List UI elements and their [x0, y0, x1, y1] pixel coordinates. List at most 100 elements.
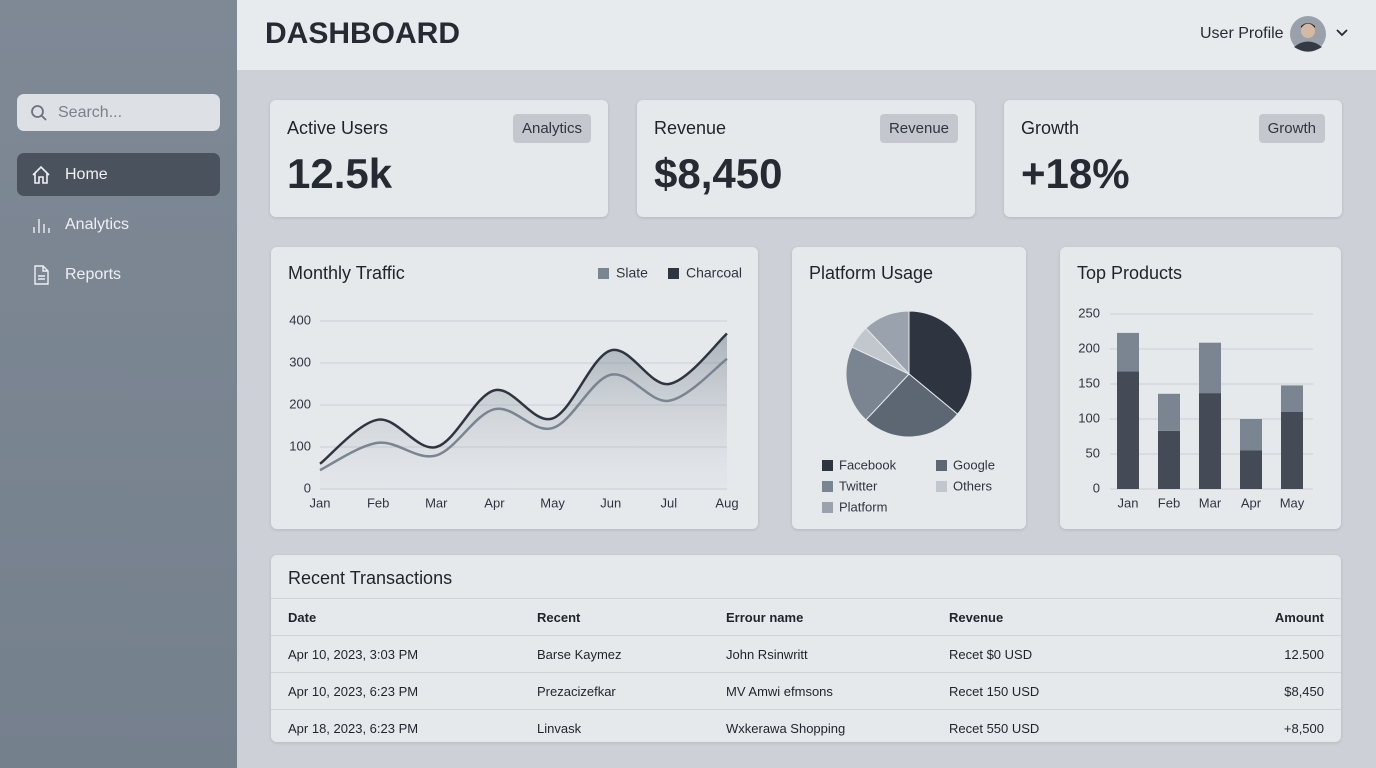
bar-segment: [1117, 371, 1139, 489]
chart-card: Monthly Traffic 0 100 200 300 400 Jan Feb Mar Apr…: [271, 247, 758, 529]
table-cell: Prezacizefkar: [520, 672, 709, 710]
line: [319, 332, 728, 465]
card-label: Revenue: [654, 118, 727, 138]
search-placeholder: Search...: [58, 104, 123, 121]
y-tick-label: 200: [289, 396, 311, 411]
table-row[interactable]: Apr 10, 2023, 3:03 PM Barse Kaymez John Rs…: [271, 635, 1341, 673]
y-tick-label: 400: [289, 312, 311, 327]
x-tick-label: May: [1280, 495, 1305, 510]
column-header: Date: [271, 598, 520, 636]
avatar[interactable]: [1289, 16, 1329, 54]
sidebar: Search... Home Analytics Reports: [0, 0, 237, 768]
table-cell: $8,450: [1112, 672, 1341, 710]
legend-swatch: [822, 460, 833, 471]
nav-icon: [33, 219, 50, 233]
search-box[interactable]: Search...: [17, 94, 220, 131]
legend-label: Google: [953, 457, 995, 472]
table-cell: MV Amwi efmsons: [709, 672, 932, 710]
table-cell: Apr 18, 2023, 6:23 PM: [271, 709, 520, 747]
table-row[interactable]: Apr 10, 2023, 6:23 PM Prezacizefkar MV Amw…: [271, 672, 1341, 710]
legend-swatch: [822, 481, 833, 492]
header-row: Date Recent Errour name Revenue Amount: [271, 598, 1341, 636]
table-cell: Wxkerawa Shopping: [709, 709, 932, 747]
card-badge: Revenue: [879, 114, 958, 143]
line: [319, 357, 728, 472]
chart-title: Platform Usage: [809, 263, 933, 283]
area: [320, 333, 727, 489]
table-cell: Recet $0 USD: [932, 635, 1112, 673]
y-tick-label: 200: [1078, 340, 1100, 355]
bar-segment: [1199, 342, 1221, 394]
x-tick-label: Mar: [425, 495, 448, 510]
table-cell: Recet 150 USD: [932, 672, 1112, 710]
chart-card: Platform Usage Facebook Google Twitter Other…: [792, 247, 1026, 529]
table-title: Recent Transactions: [288, 568, 453, 588]
table-row[interactable]: Apr 18, 2023, 6:23 PM Linvask Wxkerawa Sho…: [271, 709, 1341, 747]
bar-segment: [1117, 332, 1139, 372]
nav-icon: [32, 165, 50, 184]
bar-segment: [1158, 393, 1180, 431]
table-cell: John Rsinwritt: [709, 635, 932, 673]
nav-label: Home: [65, 166, 108, 183]
pie-slice: [908, 310, 973, 415]
chart: Platform Usage Facebook Google Twitter Other…: [809, 263, 995, 515]
x-tick-label: Feb: [1158, 495, 1180, 510]
user-profile[interactable]: User Profile: [1200, 25, 1284, 42]
table-cell: Linvask: [520, 709, 709, 747]
legend-swatch: [822, 502, 833, 513]
x-tick-label: Apr: [1241, 495, 1262, 510]
column-header: Amount: [1112, 598, 1341, 636]
x-tick-label: Apr: [484, 495, 505, 510]
bar-segment: [1281, 385, 1303, 412]
table-cell: +8,500: [1112, 709, 1341, 747]
y-tick-label: 50: [1086, 445, 1100, 460]
y-tick-label: 100: [1078, 410, 1100, 425]
table-cell: Recet 550 USD: [932, 709, 1112, 747]
pie-slice: [845, 346, 910, 421]
nav-icon: [34, 265, 49, 285]
bar-segment: [1281, 412, 1303, 489]
y-tick-label: 0: [1093, 480, 1100, 495]
pie-slice: [865, 310, 910, 376]
table-cell: Apr 10, 2023, 3:03 PM: [271, 635, 520, 673]
dropdown-icon[interactable]: [1335, 28, 1349, 38]
y-tick-label: 300: [289, 354, 311, 369]
bar-segment: [1240, 450, 1262, 489]
stat-card: Revenue Revenue $8,450: [637, 100, 975, 217]
legend-label: Platform: [839, 499, 887, 514]
y-tick-label: 0: [304, 480, 311, 495]
legend-label: Charcoal: [686, 265, 742, 281]
page-title: DASHBOARD: [265, 17, 460, 50]
legend-swatch: [598, 268, 609, 279]
card-badge: Analytics: [512, 114, 591, 143]
chart-title: Top Products: [1077, 263, 1182, 283]
y-tick-label: 100: [289, 438, 311, 453]
legend-swatch: [936, 460, 947, 471]
stat-card: Growth Growth +18%: [1004, 100, 1342, 217]
card-label: Active Users: [287, 118, 389, 138]
legend-swatch: [668, 268, 679, 279]
table-cell: Barse Kaymez: [520, 635, 709, 673]
nav-item[interactable]: Reports: [17, 253, 220, 296]
chart: Top Products 0 50 100 150 200 250 Jan Feb Mar Apr M…: [1077, 263, 1313, 510]
card-value: +18%: [1021, 150, 1130, 197]
y-tick-label: 250: [1078, 305, 1100, 320]
transactions-card: Recent Transactions Date Recent Errour nam…: [271, 555, 1341, 747]
card-value: $8,450: [654, 150, 783, 197]
x-tick-label: Mar: [1199, 495, 1222, 510]
nav-item[interactable]: Home: [17, 153, 220, 196]
table-cell: 12.500: [1112, 635, 1341, 673]
legend-label: Slate: [616, 265, 648, 281]
stat-card: Active Users Analytics 12.5k: [270, 100, 608, 217]
header: DASHBOARD User Profile: [237, 0, 1376, 70]
bar-segment: [1240, 419, 1262, 451]
column-header: Recent: [520, 598, 709, 636]
chart-card: Top Products 0 50 100 150 200 250 Jan Feb Mar Apr M…: [1060, 247, 1341, 529]
nav-item[interactable]: Analytics: [17, 203, 220, 246]
x-tick-label: Jan: [1118, 495, 1139, 510]
x-tick-label: Aug: [715, 495, 738, 510]
card-badge: Growth: [1258, 114, 1325, 143]
transactions-table: Date Recent Errour name Revenue Amount Apr 10…: [271, 598, 1341, 747]
x-tick-label: Jan: [310, 495, 331, 510]
legend-label: Twitter: [839, 478, 878, 493]
